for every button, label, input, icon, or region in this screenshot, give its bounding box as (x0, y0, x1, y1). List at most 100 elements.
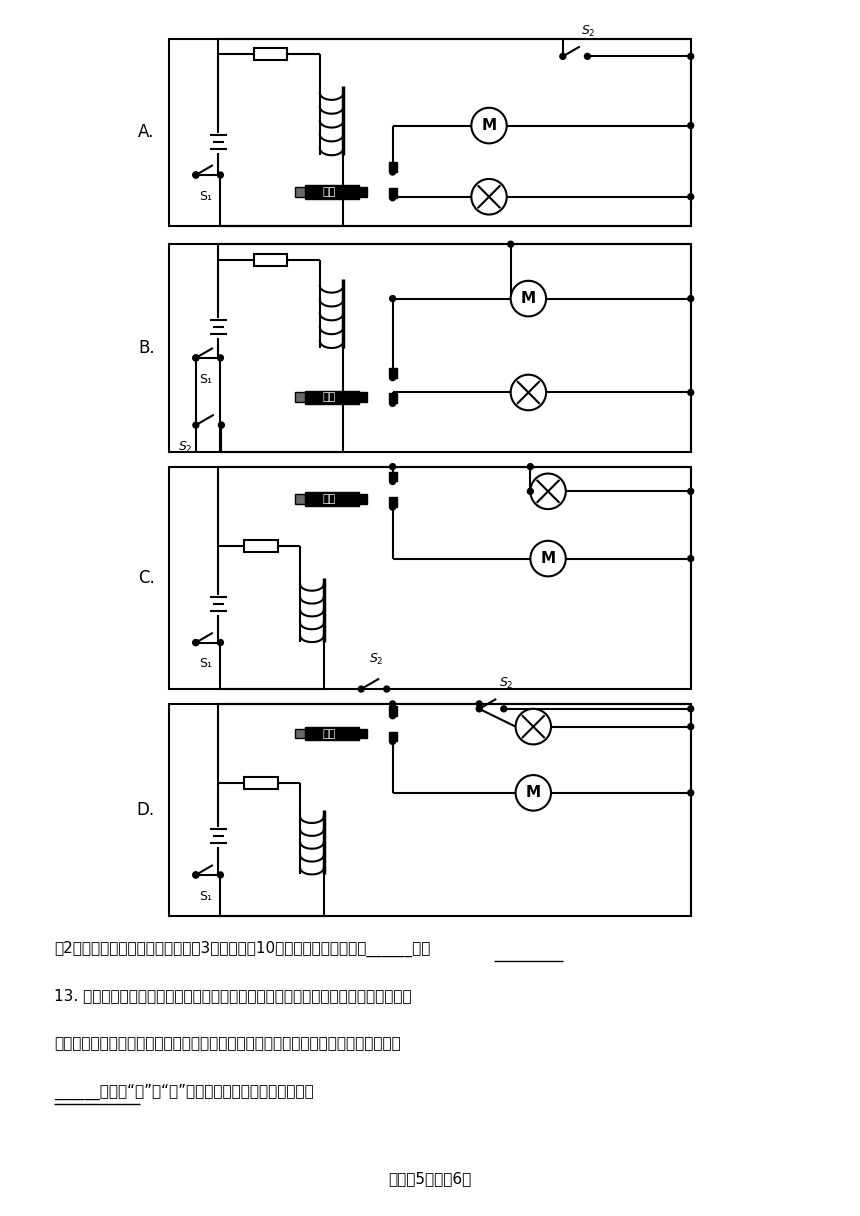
Text: S₁: S₁ (199, 890, 212, 902)
Bar (295, 495, 304, 505)
Bar (169, 39, 691, 226)
Bar (389, 394, 396, 404)
Text: S₁: S₁ (199, 373, 212, 385)
Text: M: M (525, 786, 541, 800)
Circle shape (390, 295, 396, 302)
Text: 衬铁: 衬铁 (322, 728, 335, 738)
Bar (304, 727, 359, 741)
Bar (295, 393, 304, 402)
Text: 13. 下水井盖的丢失给人们出行带来了安全隐患。为提示路人注意安全，小明设计了如: 13. 下水井盖的丢失给人们出行带来了安全隐患。为提示路人注意安全，小明设计了如 (54, 989, 412, 1003)
Circle shape (688, 705, 694, 711)
Circle shape (218, 422, 224, 428)
Bar (254, 49, 287, 61)
Circle shape (471, 108, 507, 143)
Bar (389, 732, 396, 742)
Circle shape (218, 171, 224, 178)
Circle shape (688, 556, 694, 562)
Circle shape (384, 686, 390, 692)
Text: $S_2$: $S_2$ (369, 652, 384, 668)
Bar (304, 185, 359, 198)
Circle shape (507, 241, 513, 247)
Text: M: M (482, 118, 496, 133)
Circle shape (193, 640, 199, 646)
Text: M: M (521, 291, 536, 306)
Text: $S_2$: $S_2$ (178, 440, 193, 455)
Circle shape (527, 489, 533, 495)
Text: M: M (540, 551, 556, 567)
Text: $S_2$: $S_2$ (580, 23, 595, 39)
Circle shape (218, 640, 224, 646)
Circle shape (193, 171, 199, 178)
Circle shape (358, 686, 364, 692)
Circle shape (688, 295, 694, 302)
Circle shape (560, 54, 566, 60)
Circle shape (688, 123, 694, 129)
Bar (169, 244, 691, 452)
Text: 衬铁: 衬铁 (322, 393, 335, 402)
Circle shape (390, 169, 396, 175)
Circle shape (501, 705, 507, 711)
Circle shape (390, 400, 396, 406)
Text: S₁: S₁ (199, 658, 212, 670)
Circle shape (585, 54, 590, 60)
Bar (304, 390, 359, 405)
Bar (169, 704, 691, 917)
Text: D.: D. (137, 801, 155, 820)
Circle shape (193, 872, 199, 878)
Bar (244, 777, 278, 789)
Circle shape (390, 738, 396, 744)
Bar (295, 187, 304, 197)
Text: （2）若警示灯工作时，两端电压为3伏，电阔为10欧，其工作时的功率为______瓦。: （2）若警示灯工作时，两端电压为3伏，电阔为10欧，其工作时的功率为______… (54, 941, 431, 957)
Bar (169, 467, 691, 689)
Circle shape (193, 355, 199, 361)
Bar (389, 472, 396, 482)
Text: B.: B. (138, 339, 155, 358)
Text: 图所示的电路，电路中利用一元硬币代替铁质井盖；当井盖丢失时，继电器的动触点与: 图所示的电路，电路中利用一元硬币代替铁质井盖；当井盖丢失时，继电器的动触点与 (54, 1036, 401, 1051)
Bar (359, 187, 366, 197)
Circle shape (476, 705, 482, 711)
Circle shape (531, 473, 566, 510)
Text: S₁: S₁ (199, 190, 212, 203)
Circle shape (390, 195, 396, 201)
Circle shape (527, 463, 533, 469)
Circle shape (193, 355, 199, 361)
Text: $S_2$: $S_2$ (499, 676, 513, 691)
Bar (295, 728, 304, 738)
Circle shape (193, 422, 199, 428)
Circle shape (193, 872, 199, 878)
Circle shape (390, 713, 396, 719)
Bar (359, 393, 366, 402)
Bar (254, 254, 287, 266)
Circle shape (218, 872, 224, 878)
Text: 试卷第5页，兲6页: 试卷第5页，兲6页 (389, 1171, 471, 1186)
Circle shape (390, 700, 396, 706)
Bar (389, 367, 396, 378)
Circle shape (516, 709, 551, 744)
Text: C.: C. (138, 569, 155, 587)
Bar (389, 497, 396, 507)
Text: 衬铁: 衬铁 (322, 494, 335, 505)
Circle shape (511, 281, 546, 316)
Circle shape (688, 724, 694, 730)
Bar (389, 162, 396, 171)
Text: 衬铁: 衬铁 (322, 187, 335, 197)
Circle shape (390, 375, 396, 381)
Bar (389, 187, 396, 198)
Circle shape (688, 790, 694, 795)
Circle shape (516, 775, 551, 811)
Bar (359, 728, 366, 738)
Bar (244, 540, 278, 552)
Circle shape (390, 463, 396, 469)
Circle shape (390, 505, 396, 511)
Circle shape (688, 389, 694, 395)
Text: A.: A. (138, 124, 155, 141)
Bar (359, 495, 366, 505)
Circle shape (218, 355, 224, 361)
Circle shape (531, 541, 566, 576)
Text: ______（选填“上”或“下”）静触点接触，起到报警作用。: ______（选填“上”或“下”）静触点接触，起到报警作用。 (54, 1083, 314, 1099)
Circle shape (471, 179, 507, 214)
Circle shape (193, 640, 199, 646)
Bar (389, 705, 396, 716)
Circle shape (688, 54, 694, 60)
Circle shape (511, 375, 546, 410)
